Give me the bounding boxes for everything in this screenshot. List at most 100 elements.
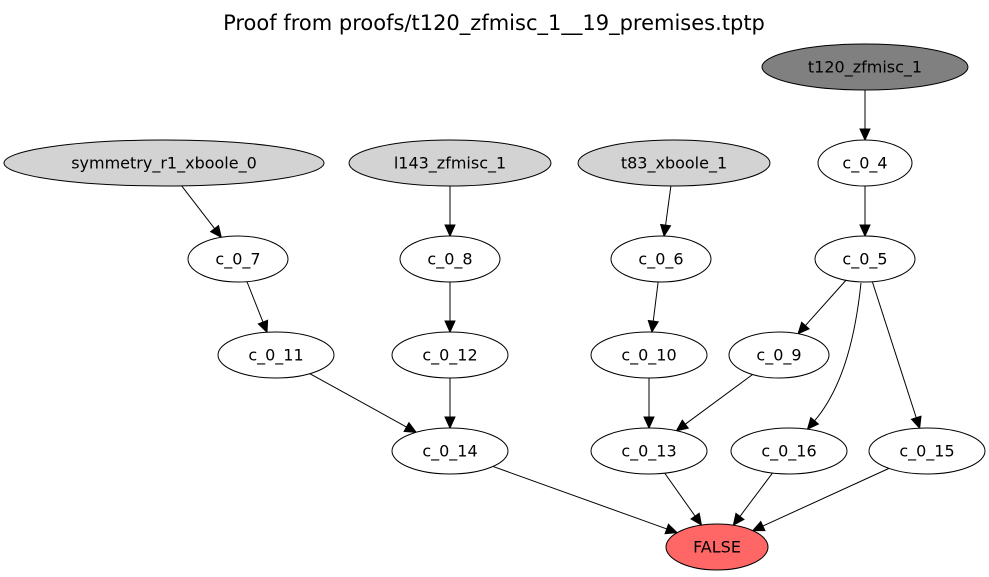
node-c-0-5-ellipse	[814, 235, 916, 283]
node-label: l143_zfmisc_1	[394, 154, 506, 174]
edge-c_0_8-to-c_0_12	[444, 282, 456, 334]
edge-c_0_6-to-c_0_10	[647, 281, 660, 334]
node-c-0-7-ellipse	[187, 235, 289, 283]
edge-c_0_15-to-FALSE-arrowhead	[751, 520, 766, 532]
node-c-0-9: c_0_9	[728, 331, 830, 379]
node-c-0-15: c_0_15	[868, 427, 986, 475]
node-c-0-6-ellipse	[610, 235, 712, 283]
node-c-0-14-ellipse	[391, 427, 509, 475]
edge-c_0_14-to-FALSE-arrowhead	[664, 523, 679, 535]
node-c-0-11-ellipse	[217, 331, 335, 379]
node-c-0-10-ellipse	[590, 331, 708, 379]
edge-c_0_5-to-c_0_15	[871, 281, 922, 430]
node-label: FALSE	[693, 538, 741, 557]
edge-c_0_6-to-c_0_10-line	[652, 281, 659, 322]
edge-c_0_5-to-c_0_15-arrowhead	[910, 415, 922, 430]
edge-c_0_12-to-c_0_14-arrowhead	[444, 416, 456, 430]
node-c-0-16-ellipse	[730, 427, 848, 475]
edge-c_0_13-to-FALSE-arrowhead	[690, 512, 703, 527]
node-t120-zfmisc-1: t120_zfmisc_1	[761, 43, 969, 91]
edge-c_0_5-to-c_0_9	[797, 279, 847, 335]
node-c-0-14: c_0_14	[391, 427, 509, 475]
node-c-0-5: c_0_5	[814, 235, 916, 283]
edge-t83_xboole_1-to-c_0_6	[659, 185, 672, 238]
node-label: c_0_9	[756, 346, 801, 366]
edge-c_0_10-to-c_0_13	[643, 378, 655, 430]
edge-t120_zfmisc_1-to-c_0_4-arrowhead	[859, 128, 871, 142]
node-symmetry-r1-xboole-0: symmetry_r1_xboole_0	[3, 139, 325, 187]
node-c-0-15-ellipse	[868, 427, 986, 475]
edge-c_0_8-to-c_0_12-arrowhead	[444, 320, 456, 334]
edge-c_0_5-to-c_0_16-arrowhead	[806, 416, 820, 431]
node-label: t120_zfmisc_1	[808, 58, 922, 78]
edge-c_0_15-to-FALSE-line	[762, 467, 890, 527]
edge-c_0_14-to-FALSE-line	[492, 465, 667, 530]
node-label: c_0_14	[422, 442, 477, 462]
node-c-0-9-ellipse	[728, 331, 830, 379]
node-label: symmetry_r1_xboole_0	[71, 154, 257, 174]
node-label: c_0_12	[422, 346, 477, 366]
edge-c_0_7-to-c_0_11	[246, 281, 269, 334]
edge-l143_zfmisc_1-to-c_0_8-arrowhead	[444, 224, 456, 238]
node-label: c_0_11	[248, 346, 303, 366]
node-FALSE: FALSE	[665, 523, 769, 571]
edge-c_0_13-to-FALSE	[664, 472, 703, 527]
node-c-0-4: c_0_4	[817, 139, 913, 187]
edge-c_0_5-to-c_0_16-line	[814, 282, 862, 422]
node-c-0-13: c_0_13	[590, 427, 708, 475]
edge-c_0_7-to-c_0_11-arrowhead	[257, 319, 269, 334]
node-c-0-10: c_0_10	[590, 331, 708, 379]
node-label: c_0_6	[638, 250, 683, 270]
edge-c_0_5-to-c_0_9-line	[805, 279, 847, 326]
node-l143-zfmisc-1: l143_zfmisc_1	[348, 139, 552, 187]
edge-c_0_6-to-c_0_10-arrowhead	[647, 319, 660, 334]
edge-t83_xboole_1-to-c_0_6-line	[665, 185, 672, 226]
edge-c_0_7-to-c_0_11-line	[246, 281, 264, 323]
edge-c_0_11-to-c_0_14	[309, 373, 418, 433]
node-label: c_0_8	[427, 250, 472, 270]
node-c-0-6: c_0_6	[610, 235, 712, 283]
edge-c_0_10-to-c_0_13-arrowhead	[643, 416, 655, 430]
node-label: c_0_16	[761, 442, 816, 462]
node-label: t83_xboole_1	[621, 154, 727, 174]
node-c-0-8-ellipse	[399, 235, 501, 283]
edge-c_0_5-to-c_0_16	[806, 282, 862, 431]
edge-symmetry_r1_xboole_0-to-c_0_7	[181, 185, 223, 239]
node-c-0-7: c_0_7	[187, 235, 289, 283]
node-symmetry-r1-xboole-0-ellipse	[3, 139, 325, 187]
edge-c_0_5-to-c_0_15-line	[871, 281, 917, 418]
node-label: c_0_5	[842, 250, 887, 270]
edge-c_0_14-to-FALSE	[492, 465, 679, 535]
node-t83-xboole-1: t83_xboole_1	[577, 139, 771, 187]
node-c-0-8: c_0_8	[399, 235, 501, 283]
node-label: c_0_10	[621, 346, 676, 366]
edge-c_0_16-to-FALSE-line	[739, 472, 773, 517]
node-c-0-11: c_0_11	[217, 331, 335, 379]
node-label: c_0_13	[621, 442, 676, 462]
node-FALSE-ellipse	[665, 523, 769, 571]
edge-c_0_16-to-FALSE	[732, 472, 773, 527]
edge-c_0_4-to-c_0_5-arrowhead	[859, 224, 871, 238]
diagram-title: Proof from proofs/t120_zfmisc_1__19_prem…	[223, 11, 765, 36]
edge-symmetry_r1_xboole_0-to-c_0_7-line	[181, 185, 215, 229]
node-c-0-16: c_0_16	[730, 427, 848, 475]
edge-l143_zfmisc_1-to-c_0_8	[444, 186, 456, 238]
edge-c_0_12-to-c_0_14	[444, 378, 456, 430]
edge-c_0_9-to-c_0_13-arrowhead	[675, 419, 690, 432]
edge-symmetry_r1_xboole_0-to-c_0_7-arrowhead	[209, 224, 223, 239]
node-c-0-12-ellipse	[391, 331, 509, 379]
nodes-layer: t120_zfmisc_1 symmetry_r1_xboole_0 l143_zf…	[3, 43, 986, 571]
edge-c_0_16-to-FALSE-arrowhead	[732, 512, 745, 527]
edge-c_0_15-to-FALSE	[751, 467, 890, 532]
node-l143-zfmisc-1-ellipse	[348, 139, 552, 187]
edge-c_0_13-to-FALSE-line	[664, 472, 696, 517]
edge-c_0_9-to-c_0_13-line	[684, 374, 753, 425]
edge-t83_xboole_1-to-c_0_6-arrowhead	[659, 223, 672, 238]
edge-c_0_4-to-c_0_5	[859, 186, 871, 238]
node-c-0-12: c_0_12	[391, 331, 509, 379]
edge-c_0_11-to-c_0_14-line	[309, 373, 407, 428]
node-c-0-13-ellipse	[590, 427, 708, 475]
edge-c_0_9-to-c_0_13	[675, 374, 753, 432]
node-t120-zfmisc-1-ellipse	[761, 43, 969, 91]
